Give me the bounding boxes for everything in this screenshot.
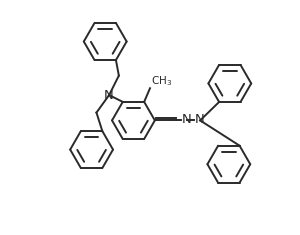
Text: N: N xyxy=(182,114,192,126)
Text: N: N xyxy=(104,89,114,102)
Text: CH$_3$: CH$_3$ xyxy=(151,74,172,88)
Text: N: N xyxy=(195,114,205,126)
